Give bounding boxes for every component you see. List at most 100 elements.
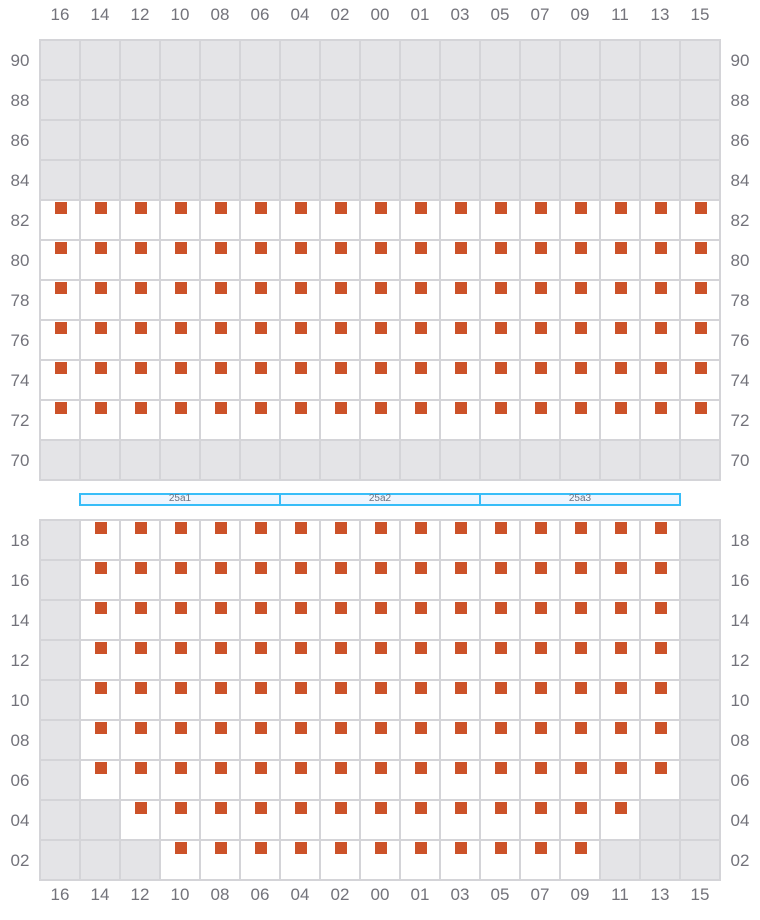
seat-marker[interactable] — [415, 202, 427, 214]
seat-marker[interactable] — [135, 282, 147, 294]
seat-marker[interactable] — [175, 362, 187, 374]
seat-marker[interactable] — [495, 562, 507, 574]
seat-marker[interactable] — [375, 642, 387, 654]
seat-marker[interactable] — [175, 562, 187, 574]
seat-marker[interactable] — [335, 362, 347, 374]
seat-marker[interactable] — [135, 802, 147, 814]
seat-marker[interactable] — [295, 842, 307, 854]
seat-marker[interactable] — [255, 562, 267, 574]
seat-marker[interactable] — [255, 802, 267, 814]
seat-marker[interactable] — [695, 322, 707, 334]
seat-marker[interactable] — [695, 402, 707, 414]
seat-marker[interactable] — [335, 322, 347, 334]
seat-marker[interactable] — [135, 762, 147, 774]
seat-marker[interactable] — [55, 322, 67, 334]
seat-marker[interactable] — [575, 642, 587, 654]
seat-marker[interactable] — [255, 842, 267, 854]
seat-marker[interactable] — [375, 322, 387, 334]
seat-marker[interactable] — [495, 682, 507, 694]
seat-marker[interactable] — [295, 242, 307, 254]
seat-marker[interactable] — [175, 602, 187, 614]
seat-marker[interactable] — [455, 602, 467, 614]
seat-marker[interactable] — [415, 282, 427, 294]
seat-marker[interactable] — [215, 602, 227, 614]
seat-marker[interactable] — [575, 282, 587, 294]
seat-marker[interactable] — [375, 842, 387, 854]
seat-cell[interactable] — [559, 759, 601, 801]
seat-marker[interactable] — [655, 722, 667, 734]
seat-marker[interactable] — [655, 602, 667, 614]
seat-marker[interactable] — [295, 322, 307, 334]
seat-marker[interactable] — [295, 642, 307, 654]
seat-marker[interactable] — [335, 202, 347, 214]
seat-marker[interactable] — [495, 202, 507, 214]
seat-marker[interactable] — [455, 362, 467, 374]
seat-marker[interactable] — [175, 282, 187, 294]
seat-marker[interactable] — [575, 522, 587, 534]
seat-cell[interactable] — [519, 319, 561, 361]
seat-marker[interactable] — [135, 562, 147, 574]
seat-cell[interactable] — [399, 359, 441, 401]
seat-marker[interactable] — [215, 682, 227, 694]
seat-marker[interactable] — [335, 562, 347, 574]
seat-marker[interactable] — [255, 322, 267, 334]
seat-marker[interactable] — [535, 762, 547, 774]
seat-marker[interactable] — [415, 562, 427, 574]
seat-marker[interactable] — [135, 602, 147, 614]
seat-marker[interactable] — [215, 762, 227, 774]
seat-marker[interactable] — [95, 242, 107, 254]
seat-marker[interactable] — [575, 722, 587, 734]
seat-marker[interactable] — [175, 802, 187, 814]
seat-marker[interactable] — [175, 682, 187, 694]
seat-marker[interactable] — [535, 682, 547, 694]
seat-marker[interactable] — [695, 242, 707, 254]
seat-marker[interactable] — [695, 282, 707, 294]
seat-marker[interactable] — [175, 522, 187, 534]
seat-marker[interactable] — [455, 322, 467, 334]
seat-marker[interactable] — [95, 722, 107, 734]
seat-marker[interactable] — [135, 722, 147, 734]
seat-marker[interactable] — [375, 282, 387, 294]
seat-marker[interactable] — [575, 322, 587, 334]
seat-marker[interactable] — [415, 362, 427, 374]
seat-marker[interactable] — [455, 562, 467, 574]
seat-cell[interactable] — [159, 359, 201, 401]
seat-marker[interactable] — [655, 642, 667, 654]
seat-marker[interactable] — [375, 682, 387, 694]
seat-marker[interactable] — [655, 362, 667, 374]
seat-marker[interactable] — [215, 202, 227, 214]
seat-marker[interactable] — [455, 842, 467, 854]
seat-marker[interactable] — [415, 682, 427, 694]
seat-cell[interactable] — [479, 719, 521, 761]
seat-marker[interactable] — [215, 282, 227, 294]
seat-marker[interactable] — [215, 362, 227, 374]
seat-marker[interactable] — [335, 282, 347, 294]
seat-marker[interactable] — [55, 282, 67, 294]
seat-marker[interactable] — [575, 802, 587, 814]
seat-marker[interactable] — [455, 402, 467, 414]
seat-marker[interactable] — [455, 282, 467, 294]
seat-marker[interactable] — [615, 562, 627, 574]
seat-marker[interactable] — [255, 602, 267, 614]
seat-marker[interactable] — [615, 402, 627, 414]
seat-marker[interactable] — [415, 322, 427, 334]
seat-marker[interactable] — [615, 282, 627, 294]
seat-marker[interactable] — [615, 682, 627, 694]
seat-marker[interactable] — [95, 762, 107, 774]
seat-cell[interactable] — [679, 199, 721, 241]
seat-marker[interactable] — [415, 762, 427, 774]
seat-marker[interactable] — [335, 642, 347, 654]
seat-marker[interactable] — [175, 202, 187, 214]
seat-marker[interactable] — [295, 402, 307, 414]
seat-marker[interactable] — [215, 402, 227, 414]
seat-marker[interactable] — [455, 522, 467, 534]
seat-marker[interactable] — [495, 842, 507, 854]
seat-marker[interactable] — [455, 682, 467, 694]
seat-marker[interactable] — [575, 762, 587, 774]
seat-marker[interactable] — [455, 242, 467, 254]
seat-marker[interactable] — [615, 762, 627, 774]
seat-marker[interactable] — [335, 842, 347, 854]
seat-marker[interactable] — [135, 362, 147, 374]
seat-marker[interactable] — [295, 602, 307, 614]
seat-marker[interactable] — [655, 762, 667, 774]
